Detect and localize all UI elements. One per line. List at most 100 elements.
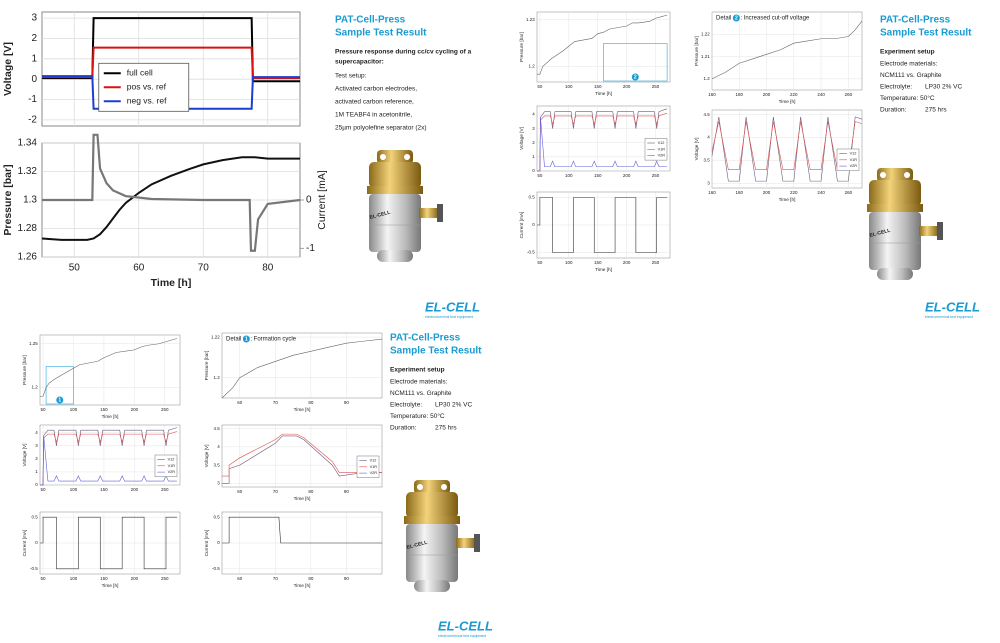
y-tick-label: 0 (217, 540, 220, 545)
badge-label: 1 (245, 337, 248, 343)
y-axis-label: Current [mA] (519, 212, 525, 239)
logo-tagline: electrochemical test equipment (925, 315, 973, 319)
series-line (222, 433, 382, 477)
x-tick-label: 70 (273, 400, 279, 405)
heading: PAT-Cell-Press (880, 15, 951, 26)
series-line (711, 116, 863, 182)
y-tick-label: 1 (532, 154, 535, 159)
y-tick-label: 4 (35, 430, 38, 435)
setup-label: NCM111 vs. Graphite (390, 390, 452, 397)
badge-label: 2 (735, 16, 738, 22)
legend-label: pos vs. ref (127, 82, 167, 92)
x-tick-label: 90 (344, 576, 350, 581)
series-line (221, 338, 383, 399)
y-tick-label: 1.3 (23, 195, 37, 206)
y-tick-label: 4 (217, 444, 220, 449)
logo-tagline: electrochemical test equipment (438, 634, 486, 638)
setup-label: Duration: (880, 107, 907, 114)
setup-label: Electrolyte: (390, 402, 422, 409)
x-tick-label: 100 (70, 407, 78, 412)
x-tick-label: 180 (736, 190, 744, 195)
x-tick-label: 200 (131, 487, 139, 492)
y-tick-label: 2 (31, 33, 37, 44)
series-line (537, 117, 668, 172)
y-axis-label: Voltage [V] (22, 444, 28, 467)
heading: Sample Test Result (335, 28, 427, 39)
series-line (537, 197, 668, 253)
x-axis-label: Time [h] (294, 496, 311, 502)
y-tick-label: 1.23 (526, 17, 535, 22)
y-tick-label: 1.26 (18, 252, 38, 263)
x-tick-label: 100 (565, 173, 573, 178)
y-axis-label: Current [mA] (22, 530, 28, 557)
series-line (42, 46, 300, 80)
x-tick-label: 50 (41, 407, 47, 412)
x-tick-label: 260 (845, 92, 853, 97)
legend-box (154, 454, 178, 477)
x-tick-label: 250 (161, 576, 169, 581)
plot-area (711, 11, 863, 91)
x-tick-label: 250 (652, 173, 660, 178)
x-tick-label: 100 (565, 260, 573, 265)
series-line (42, 133, 301, 252)
series-line (42, 17, 300, 83)
legend-label: V12 (658, 141, 665, 145)
x-tick-label: 50 (41, 487, 47, 492)
y-tick-label: 0 (532, 222, 535, 227)
legend-label: V1R (370, 465, 378, 469)
setup-title: Experiment setup (880, 49, 935, 56)
x-tick-label: 220 (790, 92, 798, 97)
legend-label: V2R (658, 154, 666, 158)
y-tick-label: 0 (35, 482, 38, 487)
y-tick-label: 0 (31, 74, 37, 85)
y-tick-label: 0.5 (31, 514, 38, 519)
y-tick-label: 3.5 (703, 158, 710, 163)
x-tick-label: 50 (537, 260, 543, 265)
heading: Sample Test Result (880, 28, 972, 39)
y-tick-label: 3 (532, 126, 535, 131)
y-axis-label: Current [mA] (204, 530, 210, 557)
x-tick-label: 150 (100, 487, 108, 492)
y2-axis-label: Current [mA] (316, 170, 328, 230)
setup-label: Electrode materials: (880, 61, 938, 68)
x-tick-label: 250 (652, 84, 660, 89)
legend-label: V1R (658, 147, 666, 151)
y-tick-label: 0.5 (528, 195, 535, 200)
setup-label: Electrolyte: (880, 84, 912, 91)
legend-label: V12 (850, 152, 857, 156)
heading: Sample Test Result (390, 346, 482, 357)
detail-title: : Increased cut-off voltage (740, 16, 810, 22)
cell-label: EL-CELL (869, 228, 891, 239)
x-axis-label: Time [h] (294, 407, 311, 413)
x-tick-label: 200 (623, 84, 631, 89)
series-line (537, 14, 668, 75)
y-axis-label: Pressure [bar] (2, 164, 14, 235)
x-tick-label: 250 (161, 407, 169, 412)
y2-tick-label: -1 (306, 243, 315, 254)
y-tick-label: -0.5 (527, 250, 535, 255)
x-tick-label: 100 (70, 487, 78, 492)
y-tick-label: 4 (707, 135, 710, 140)
setup-title: Test setup: (335, 73, 367, 80)
x-tick-label: 50 (41, 576, 47, 581)
x-tick-label: 150 (594, 173, 602, 178)
x-tick-label: 150 (594, 84, 602, 89)
setup-value: 275 hrs (435, 425, 457, 432)
y-axis-label: Pressure [bar] (519, 32, 525, 62)
legend-box (644, 138, 668, 161)
x-axis-label: Time [h] (595, 267, 612, 273)
legend-box (836, 148, 860, 171)
plot-area (221, 424, 383, 488)
badge-label: 2 (634, 75, 637, 81)
y-tick-label: 4.5 (703, 112, 710, 117)
logo-tagline: electrochemical test equipment (425, 315, 473, 319)
x-tick-label: 180 (736, 92, 744, 97)
y-tick-label: 1.2 (703, 76, 710, 81)
setup-line: Activated carbon electrodes, (335, 86, 417, 93)
series-line (40, 338, 178, 397)
x-tick-label: 60 (133, 263, 145, 274)
heading: PAT-Cell-Press (335, 15, 406, 26)
y-tick-label: 0.5 (213, 514, 220, 519)
y-axis-label: Pressure [bar] (22, 355, 28, 385)
